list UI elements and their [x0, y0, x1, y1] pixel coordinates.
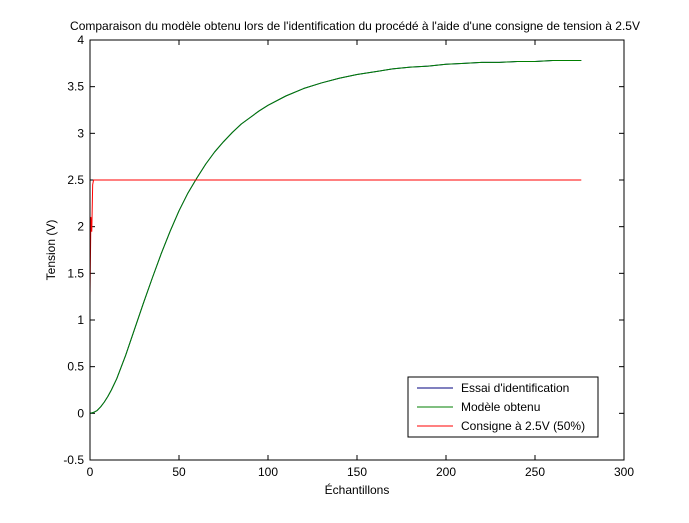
y-tick-label: 2	[77, 220, 84, 234]
y-tick-label: 3.5	[67, 80, 84, 94]
axis-ticks: 0 50 100 150 200 250 300-0.500.511.522.533.54	[63, 33, 634, 479]
x-tick-label: 50	[172, 465, 186, 479]
legend-label-essai: Essai d'identification	[461, 381, 569, 395]
y-tick-label: 2.5	[67, 173, 84, 187]
legend: Essai d'identification Modèle obtenu Con…	[407, 376, 599, 438]
y-tick-label: 4	[77, 33, 84, 47]
series-line-consigne	[89, 179, 582, 297]
x-tick-label: 200	[436, 465, 456, 479]
y-tick-label: 1.5	[67, 266, 84, 280]
series-layer	[89, 60, 582, 414]
axes-box	[89, 39, 625, 461]
chart-title: Comparaison du modèle obtenu lors de l'i…	[70, 19, 640, 33]
y-tick-label: 1	[77, 313, 84, 327]
legend-label-modele: Modèle obtenu	[461, 400, 540, 414]
x-tick-label: 300	[614, 465, 634, 479]
x-tick-label: 150	[347, 465, 367, 479]
x-tick-label: 0	[87, 465, 94, 479]
y-tick-label: 0.5	[67, 360, 84, 374]
y-tick-label: 0	[77, 406, 84, 420]
y-tick-label: 3	[77, 126, 84, 140]
x-tick-label: 100	[258, 465, 278, 479]
x-axis-label: Échantillons	[325, 482, 390, 497]
y-tick-label: -0.5	[63, 453, 84, 467]
series-line-modele	[89, 60, 582, 414]
legend-label-consigne: Consigne à 2.5V (50%)	[461, 419, 585, 433]
x-tick-label: 250	[525, 465, 545, 479]
y-axis-label: Tension (V)	[44, 220, 58, 281]
